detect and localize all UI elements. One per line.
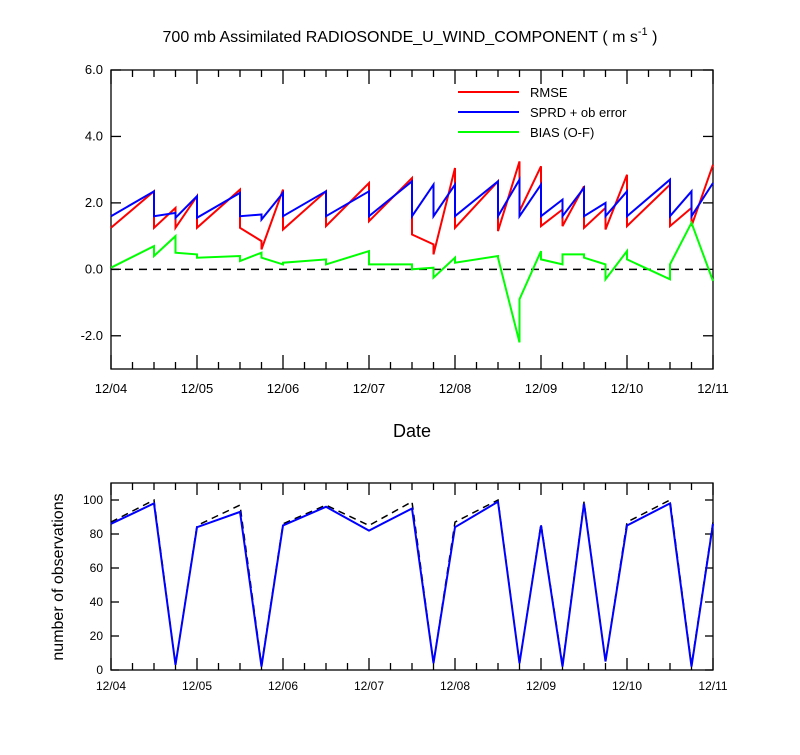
legend-entry-sprd-label: SPRD + ob error xyxy=(530,105,627,120)
y-tick-label: 0 xyxy=(96,663,103,677)
x-tick-label: 12/09 xyxy=(525,381,558,396)
legend-entry-bias-label: BIAS (O-F) xyxy=(530,125,594,140)
x-tick-label: 12/08 xyxy=(440,679,470,693)
y-tick-label: 6.0 xyxy=(85,62,103,77)
y-tick-label: -2.0 xyxy=(81,328,103,343)
y-tick-label: 2.0 xyxy=(85,195,103,210)
chart-title-end: ) xyxy=(648,29,658,46)
x-tick-label: 12/10 xyxy=(611,381,644,396)
x-tick-label: 12/08 xyxy=(439,381,472,396)
x-tick-label: 12/05 xyxy=(181,381,214,396)
y-tick-label: 100 xyxy=(83,493,103,507)
x-axis-label: Date xyxy=(393,421,431,441)
x-tick-label: 12/04 xyxy=(96,679,126,693)
top-panel: 12/04 12/05 12/06 12/07 12/08 12/09 12/10 12/11… xyxy=(81,62,729,441)
x-tick-label: 12/11 xyxy=(697,381,729,396)
chart-title-main: 700 mb Assimilated RADIOSONDE_U_WIND_COM… xyxy=(163,29,638,46)
x-tick-label: 12/07 xyxy=(354,679,384,693)
obs-used-line xyxy=(110,500,714,667)
x-tick-label: 12/04 xyxy=(95,381,128,396)
y-tick-label: 20 xyxy=(90,629,104,643)
chart-title: 700 mb Assimilated RADIOSONDE_U_WIND_COM… xyxy=(163,26,658,46)
x-tick-label: 12/05 xyxy=(182,679,212,693)
x-tick-label: 12/09 xyxy=(526,679,556,693)
bias-series-line xyxy=(110,220,714,343)
legend: RMSE SPRD + ob error BIAS (O-F) xyxy=(458,85,627,140)
y-axis-label: number of observations xyxy=(50,493,67,660)
sprd-series-line xyxy=(110,175,714,223)
legend-entry-rmse-label: RMSE xyxy=(530,85,568,100)
chart-title-superscript: -1 xyxy=(638,26,648,38)
x-tick-label: 12/10 xyxy=(612,679,642,693)
y-tick-label: 0.0 xyxy=(85,261,103,276)
bottom-panel: 12/04 12/05 12/06 12/07 12/08 12/09 12/10 12/11… xyxy=(50,482,728,693)
x-tick-label: 12/07 xyxy=(353,381,386,396)
y-tick-label: 60 xyxy=(90,561,104,575)
y-tick-label: 40 xyxy=(90,595,104,609)
x-tick-label: 12/06 xyxy=(267,381,300,396)
x-tick-label: 12/11 xyxy=(698,679,727,693)
x-tick-label: 12/06 xyxy=(268,679,298,693)
y-tick-label: 80 xyxy=(90,527,104,541)
y-tick-label: 4.0 xyxy=(85,128,103,143)
